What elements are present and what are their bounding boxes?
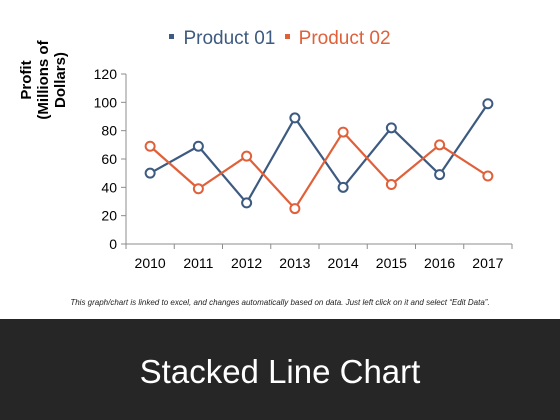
y-tick-label: 20 (101, 208, 117, 224)
y-tick-label: 100 (94, 94, 118, 110)
data-point-s1-2012 (241, 197, 253, 209)
legend-item-product-02: Product 02 (284, 28, 391, 50)
series-line-2 (149, 130, 489, 210)
x-tick-label: 2014 (328, 255, 359, 271)
x-tick-label: 2015 (376, 255, 407, 271)
x-tick-label: 2017 (472, 255, 503, 271)
footnote: This graph/chart is linked to excel, and… (70, 298, 490, 307)
data-point-s1-2017 (482, 98, 494, 110)
x-tick-label: 2011 (183, 255, 213, 271)
data-point-s2-2013 (289, 203, 301, 215)
y-tick-label: 40 (101, 179, 117, 195)
legend-item-product-01: Product 01 (169, 28, 275, 50)
data-point-s2-2016 (434, 139, 446, 151)
x-tick-label: 2016 (424, 255, 455, 271)
x-tick-label: 2013 (279, 255, 310, 271)
data-point-s1-2014 (337, 181, 349, 193)
data-point-s1-2015 (385, 122, 397, 134)
line-chart: 0 20 40 60 80 100 120 2010 2011 2012 2013 2014 2015 2… (94, 66, 513, 271)
legend-label-product-01: Product 01 (183, 28, 276, 49)
data-point-s2-2015 (385, 179, 397, 190)
data-point-s2-2014 (337, 126, 349, 138)
data-point-s2-2011 (192, 183, 204, 195)
series-line-1 (149, 103, 489, 205)
data-point-s1-2010 (144, 167, 156, 179)
data-point-s2-2017 (482, 170, 494, 182)
x-tick-label: 2010 (135, 255, 166, 271)
legend-marker-product-02 (284, 34, 290, 40)
y-tick-label: 0 (109, 236, 117, 252)
y-tick-label: 120 (94, 66, 118, 82)
legend-label-product-02: Product 02 (298, 28, 391, 49)
legend-marker-product-01 (169, 34, 175, 40)
x-tick-label: 2012 (231, 255, 262, 271)
chart-legend: Product 01 Product 02 (0, 28, 560, 50)
y-tick-label: 80 (101, 123, 117, 139)
data-point-s1-2013 (289, 112, 301, 124)
y-tick-label: 60 (101, 151, 117, 167)
data-point-s2-2012 (241, 150, 253, 162)
footer-band: Stacked Line Chart (0, 319, 560, 420)
slide-title: Stacked Line Chart (139, 353, 421, 390)
data-point-s1-2016 (434, 169, 446, 181)
data-point-s2-2010 (144, 140, 156, 152)
data-point-s1-2011 (192, 140, 204, 152)
